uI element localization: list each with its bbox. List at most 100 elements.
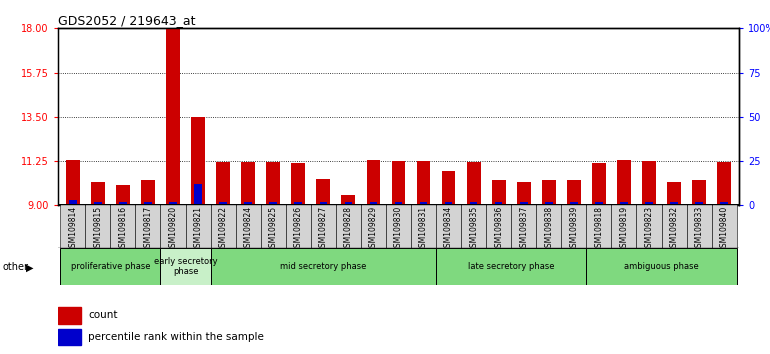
- Bar: [367, 160, 380, 205]
- Bar: [116, 185, 130, 205]
- Text: GSM109827: GSM109827: [319, 206, 328, 252]
- Bar: [417, 161, 430, 205]
- Bar: [442, 171, 456, 205]
- Bar: [461, 204, 486, 248]
- Text: GSM109819: GSM109819: [619, 206, 628, 252]
- Bar: [687, 204, 711, 248]
- Bar: [345, 202, 352, 205]
- Bar: [670, 202, 678, 205]
- Bar: [436, 248, 587, 285]
- Bar: [587, 204, 611, 248]
- Bar: [219, 202, 227, 205]
- Bar: [160, 204, 186, 248]
- Bar: [570, 202, 578, 205]
- Text: late secretory phase: late secretory phase: [468, 262, 554, 271]
- Bar: [160, 248, 210, 285]
- Text: early secretory
phase: early secretory phase: [154, 257, 217, 276]
- Bar: [492, 180, 506, 205]
- Bar: [216, 162, 230, 205]
- Text: GSM109840: GSM109840: [720, 206, 728, 252]
- Text: GSM109837: GSM109837: [519, 206, 528, 252]
- Bar: [567, 180, 581, 205]
- Bar: [194, 184, 202, 205]
- Bar: [592, 163, 606, 205]
- Text: GSM109839: GSM109839: [569, 206, 578, 252]
- Bar: [511, 204, 536, 248]
- Text: GSM109820: GSM109820: [169, 206, 178, 252]
- Bar: [294, 202, 302, 205]
- Bar: [718, 162, 731, 205]
- Bar: [244, 202, 252, 205]
- Bar: [144, 202, 152, 205]
- Text: GSM109822: GSM109822: [219, 206, 228, 252]
- Bar: [241, 162, 255, 205]
- Bar: [695, 202, 703, 205]
- Bar: [60, 204, 85, 248]
- Bar: [94, 202, 102, 205]
- Bar: [436, 204, 461, 248]
- Bar: [661, 204, 687, 248]
- Bar: [69, 200, 76, 205]
- Text: GSM109826: GSM109826: [294, 206, 303, 252]
- Bar: [236, 204, 261, 248]
- Bar: [642, 161, 656, 205]
- Text: GSM109828: GSM109828: [344, 206, 353, 252]
- Bar: [595, 202, 603, 205]
- Bar: [445, 202, 452, 205]
- Bar: [536, 204, 561, 248]
- Text: GDS2052 / 219643_at: GDS2052 / 219643_at: [58, 14, 196, 27]
- Text: mid secretory phase: mid secretory phase: [280, 262, 367, 271]
- Bar: [611, 204, 637, 248]
- Bar: [520, 202, 527, 205]
- Bar: [169, 202, 177, 205]
- Bar: [316, 179, 330, 205]
- Bar: [561, 204, 587, 248]
- Bar: [166, 28, 180, 205]
- Bar: [517, 182, 531, 205]
- Bar: [270, 202, 277, 205]
- Bar: [58, 307, 82, 324]
- Bar: [60, 248, 160, 285]
- Bar: [420, 202, 427, 205]
- Bar: [545, 202, 553, 205]
- Bar: [637, 204, 661, 248]
- Bar: [119, 202, 127, 205]
- Text: GSM109829: GSM109829: [369, 206, 378, 252]
- Text: GSM109831: GSM109831: [419, 206, 428, 252]
- Bar: [261, 204, 286, 248]
- Bar: [141, 180, 155, 205]
- Bar: [91, 182, 105, 205]
- Bar: [320, 202, 327, 205]
- Text: GSM109833: GSM109833: [695, 206, 704, 252]
- Bar: [645, 202, 653, 205]
- Bar: [411, 204, 436, 248]
- Bar: [85, 204, 110, 248]
- Bar: [721, 202, 728, 205]
- Bar: [291, 163, 305, 205]
- Text: ▶: ▶: [26, 262, 34, 272]
- Bar: [470, 202, 477, 205]
- Bar: [620, 202, 628, 205]
- Bar: [311, 204, 336, 248]
- Text: GSM109817: GSM109817: [143, 206, 152, 252]
- Bar: [467, 162, 480, 205]
- Text: ambiguous phase: ambiguous phase: [624, 262, 699, 271]
- Bar: [495, 202, 503, 205]
- Text: proliferative phase: proliferative phase: [71, 262, 150, 271]
- Bar: [336, 204, 361, 248]
- Bar: [136, 204, 160, 248]
- Text: GSM109832: GSM109832: [670, 206, 678, 252]
- Text: GSM109823: GSM109823: [644, 206, 654, 252]
- Bar: [386, 204, 411, 248]
- Text: GSM109836: GSM109836: [494, 206, 503, 252]
- Bar: [542, 180, 556, 205]
- Text: GSM109838: GSM109838: [544, 206, 554, 252]
- Bar: [486, 204, 511, 248]
- Bar: [370, 202, 377, 205]
- Bar: [266, 162, 280, 205]
- Bar: [617, 160, 631, 205]
- Bar: [110, 204, 136, 248]
- Bar: [667, 182, 681, 205]
- Text: GSM109815: GSM109815: [93, 206, 102, 252]
- Text: GSM109824: GSM109824: [243, 206, 253, 252]
